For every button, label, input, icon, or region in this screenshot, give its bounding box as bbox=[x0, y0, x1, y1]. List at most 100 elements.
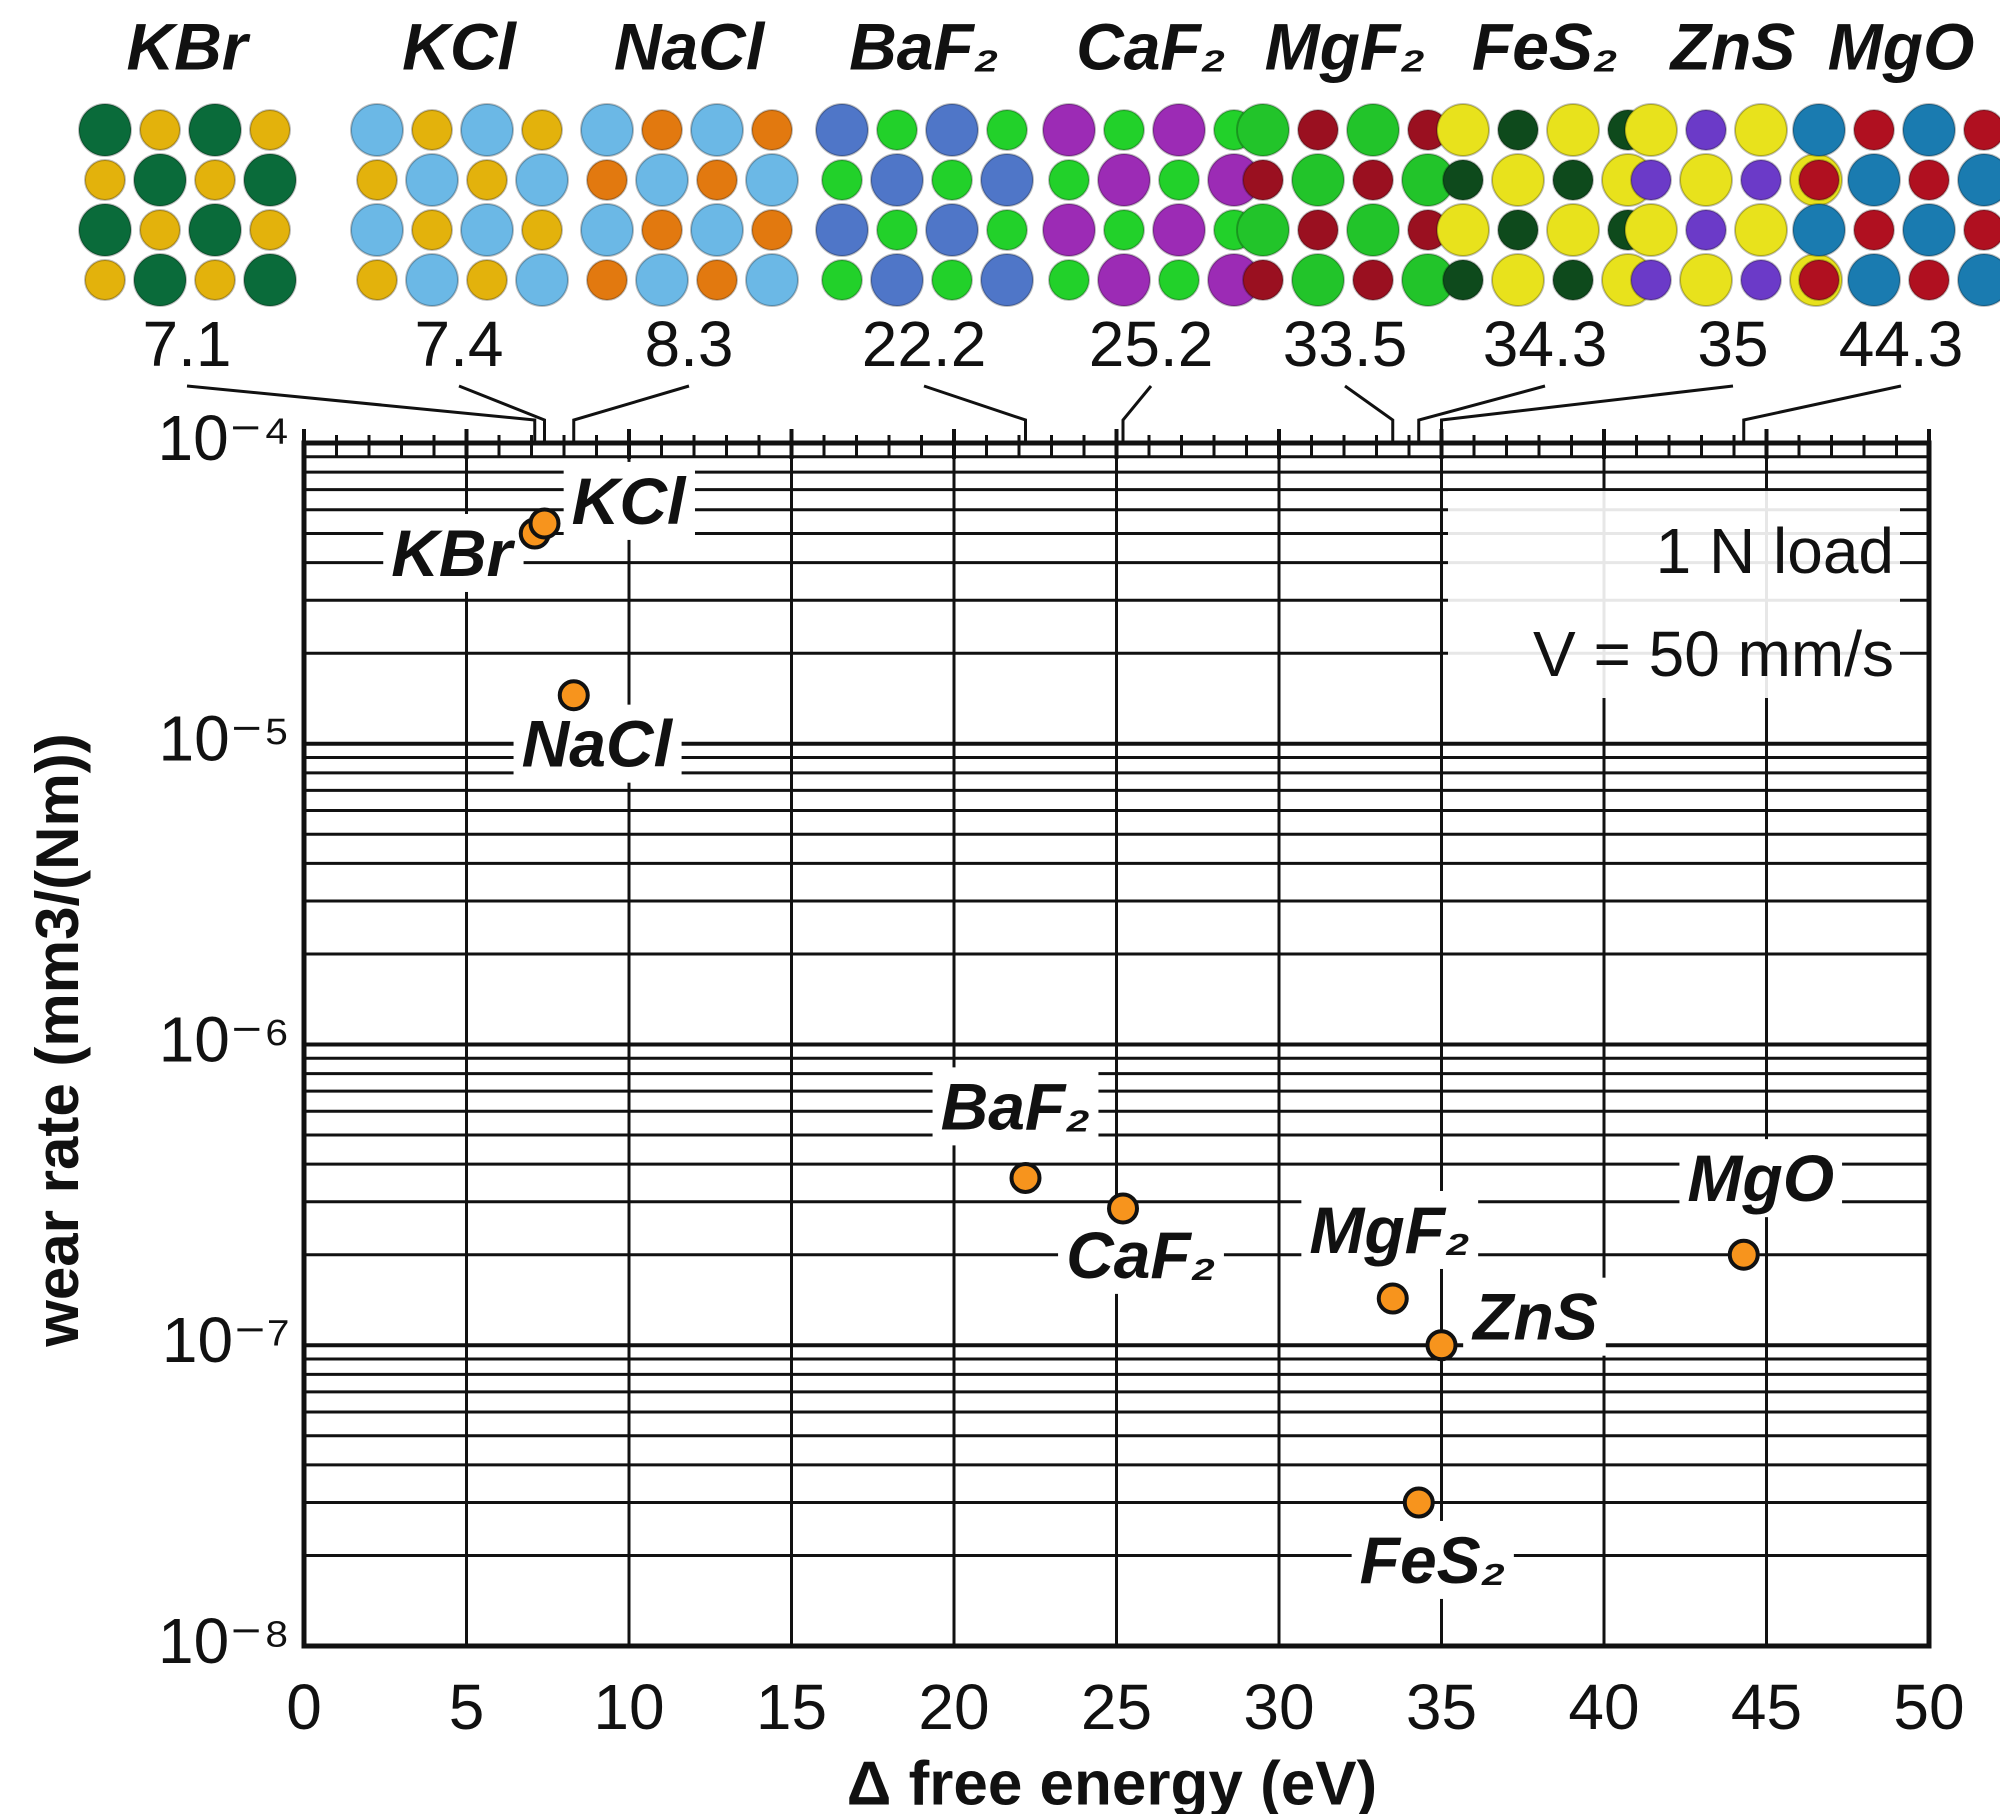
atom bbox=[980, 153, 1034, 207]
atom bbox=[745, 153, 799, 207]
atom bbox=[1552, 159, 1594, 201]
point-label: NaCl bbox=[522, 707, 674, 781]
atom bbox=[1624, 103, 1678, 157]
crystal-name: KBr bbox=[126, 9, 250, 83]
crystal-energy: 35 bbox=[1697, 308, 1768, 380]
y-axis-title: wear rate (mm3/(Nm)) bbox=[24, 733, 91, 1348]
atom bbox=[521, 209, 563, 251]
x-tick-label: 0 bbox=[286, 1671, 322, 1743]
atom bbox=[1346, 103, 1400, 157]
atom bbox=[1442, 159, 1484, 201]
crystal-name: NaCl bbox=[614, 9, 766, 83]
connector bbox=[1417, 384, 1546, 443]
crystal-name: MgF₂ bbox=[1265, 9, 1426, 83]
atom bbox=[1491, 253, 1545, 307]
atom bbox=[1152, 103, 1206, 157]
atom bbox=[1908, 159, 1950, 201]
atom bbox=[1624, 203, 1678, 257]
atom bbox=[925, 103, 979, 157]
atom bbox=[1957, 253, 2000, 307]
atom bbox=[1792, 203, 1846, 257]
atom bbox=[466, 259, 508, 301]
atom bbox=[1908, 259, 1950, 301]
atom bbox=[249, 209, 291, 251]
crystal-name: ZnS bbox=[1669, 9, 1796, 83]
atom bbox=[405, 253, 459, 307]
atom bbox=[876, 109, 918, 151]
atom bbox=[1491, 153, 1545, 207]
atom bbox=[690, 203, 744, 257]
crystal-illustration bbox=[815, 103, 1034, 307]
atom bbox=[1158, 259, 1200, 301]
atom bbox=[411, 109, 453, 151]
atom bbox=[78, 203, 132, 257]
atom bbox=[139, 209, 181, 251]
atom bbox=[139, 109, 181, 151]
atom bbox=[1679, 153, 1733, 207]
atom bbox=[350, 203, 404, 257]
crystal-name: MgO bbox=[1828, 9, 1975, 83]
point-label: KCl bbox=[572, 464, 687, 538]
point bbox=[528, 507, 561, 540]
atom bbox=[1042, 103, 1096, 157]
atom bbox=[405, 153, 459, 207]
crystal-energy: 34.3 bbox=[1483, 308, 1608, 380]
atom bbox=[356, 259, 398, 301]
atom bbox=[133, 153, 187, 207]
atom bbox=[1740, 159, 1782, 201]
crystal-name: FeS₂ bbox=[1472, 9, 1618, 83]
atom bbox=[1158, 159, 1200, 201]
atom bbox=[980, 253, 1034, 307]
atom bbox=[580, 103, 634, 157]
atom bbox=[133, 253, 187, 307]
atom bbox=[249, 109, 291, 151]
atom bbox=[1103, 109, 1145, 151]
x-tick-label: 5 bbox=[449, 1671, 485, 1743]
crystal-energy: 7.1 bbox=[143, 308, 232, 380]
y-tick-label: 10⁻⁵ bbox=[159, 703, 291, 775]
atom bbox=[1497, 109, 1539, 151]
atom bbox=[1436, 203, 1490, 257]
atom bbox=[1734, 103, 1788, 157]
atom bbox=[1847, 253, 1901, 307]
atom bbox=[1297, 109, 1339, 151]
atom bbox=[1152, 203, 1206, 257]
atom bbox=[1097, 253, 1151, 307]
atom bbox=[1853, 209, 1895, 251]
connector bbox=[1440, 384, 1734, 443]
crystal-illustration bbox=[580, 103, 799, 307]
atom bbox=[986, 109, 1028, 151]
atom bbox=[194, 259, 236, 301]
atom bbox=[586, 259, 628, 301]
point-label: CaF₂ bbox=[1066, 1218, 1216, 1292]
atom bbox=[1497, 209, 1539, 251]
atom bbox=[1291, 153, 1345, 207]
x-tick-label: 35 bbox=[1406, 1671, 1477, 1743]
label-background bbox=[1679, 1139, 1843, 1218]
atom bbox=[1902, 203, 1956, 257]
crystal-energy: 25.2 bbox=[1089, 308, 1214, 380]
atom bbox=[1630, 259, 1672, 301]
atom bbox=[635, 153, 689, 207]
atom bbox=[1685, 209, 1727, 251]
crystal-energy: 8.3 bbox=[645, 308, 734, 380]
atom bbox=[1792, 103, 1846, 157]
connector bbox=[923, 384, 1027, 443]
atom bbox=[586, 159, 628, 201]
point bbox=[1107, 1192, 1139, 1225]
atom bbox=[84, 159, 126, 201]
atom bbox=[1740, 259, 1782, 301]
label-background bbox=[563, 461, 695, 540]
x-tick-label: 20 bbox=[918, 1671, 989, 1743]
atom bbox=[1552, 259, 1594, 301]
atom bbox=[1048, 259, 1090, 301]
connector bbox=[572, 384, 690, 443]
atom bbox=[521, 109, 563, 151]
crystal-energy: 7.4 bbox=[415, 308, 504, 380]
atom bbox=[1242, 159, 1284, 201]
atom bbox=[460, 103, 514, 157]
atom bbox=[870, 253, 924, 307]
atom bbox=[188, 103, 242, 157]
atom bbox=[696, 159, 738, 201]
atom bbox=[931, 259, 973, 301]
